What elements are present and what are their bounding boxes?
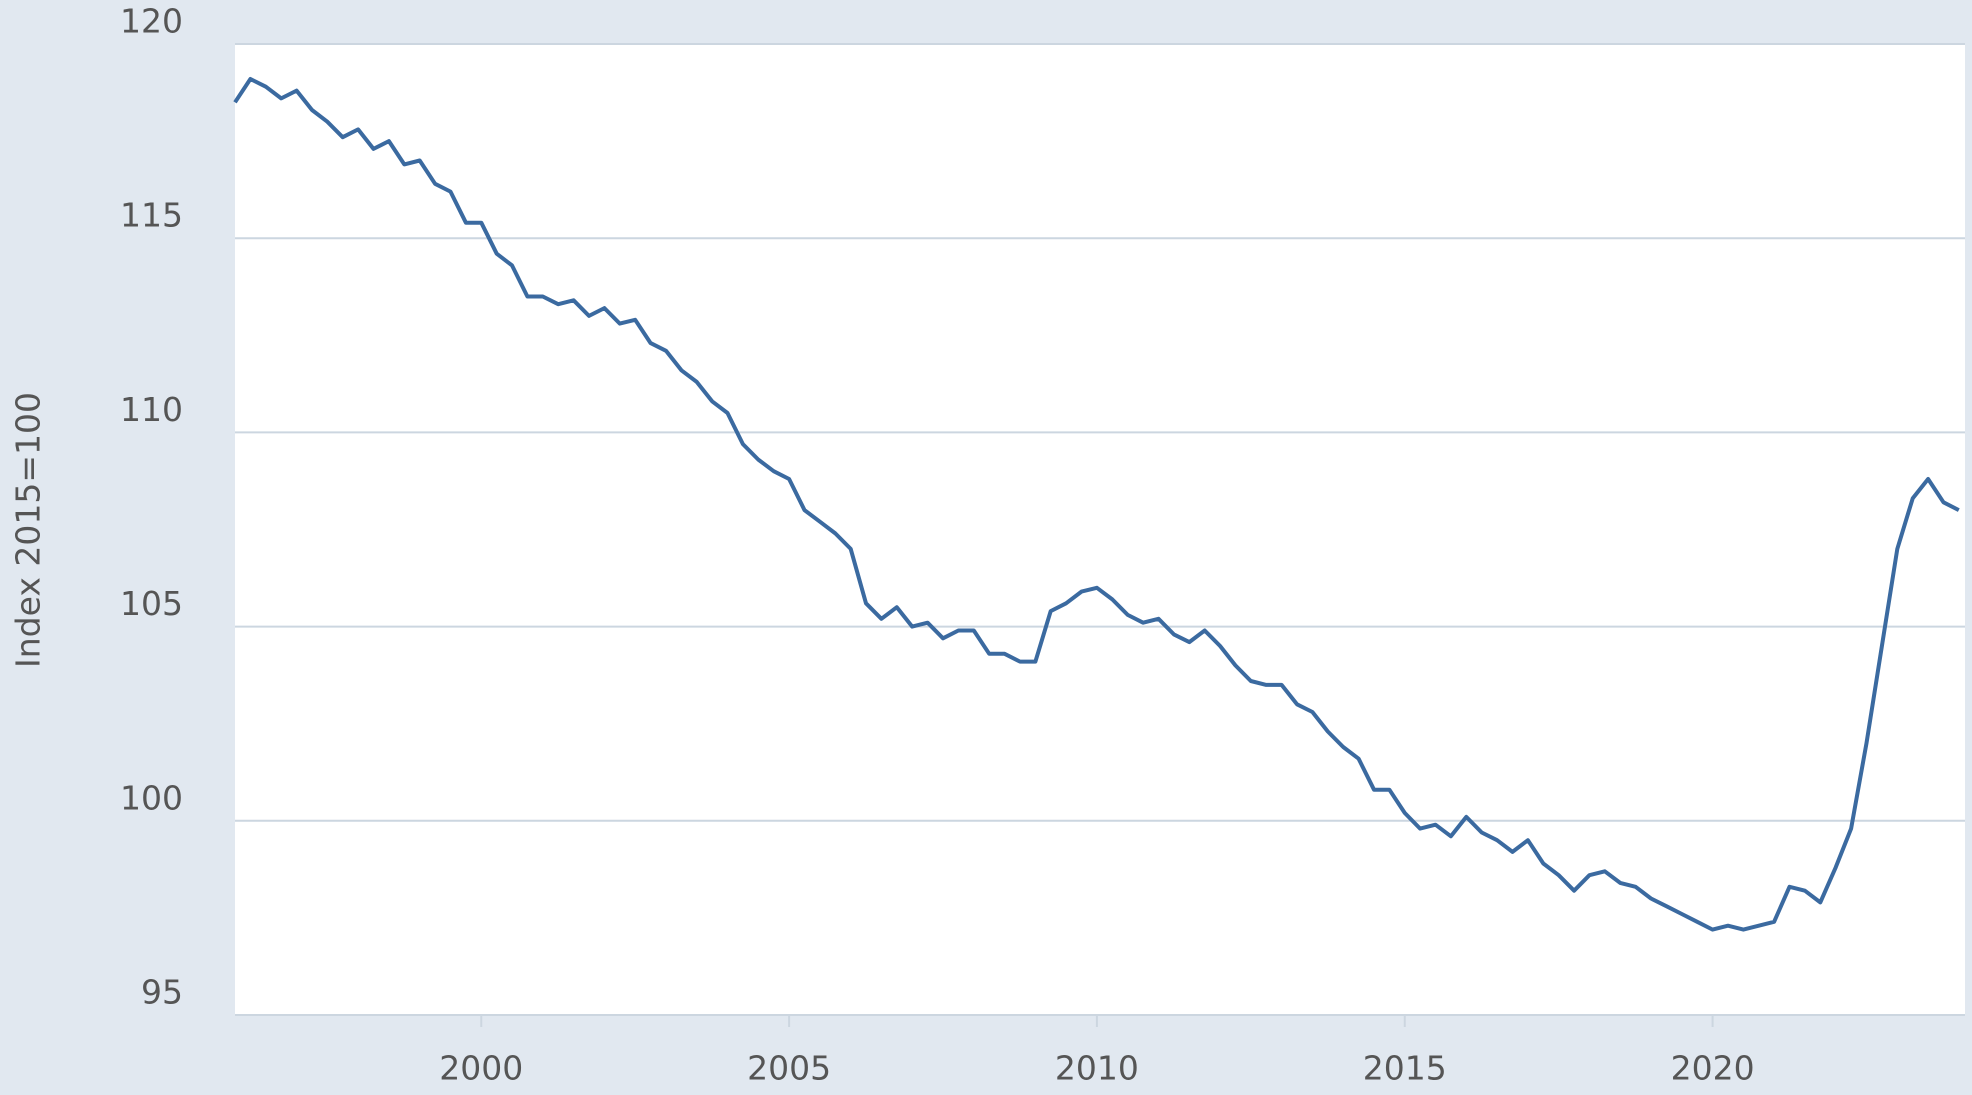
y-tick-label: 115 [120, 196, 183, 235]
y-tick-label: 110 [120, 390, 183, 429]
y-tick-label: 100 [120, 778, 183, 817]
y-tick-label: 120 [120, 2, 183, 41]
x-tick-label: 2010 [1055, 1049, 1139, 1088]
plot-area [235, 44, 1965, 1015]
y-tick-label: 95 [141, 973, 183, 1012]
x-tick-label: 2005 [747, 1049, 831, 1088]
x-tick-label: 2015 [1363, 1049, 1447, 1088]
y-axis-label: Index 2015=100 [9, 392, 48, 668]
y-tick-label: 105 [120, 584, 183, 623]
data-line [233, 77, 1960, 932]
x-tick-label: 2000 [439, 1049, 523, 1088]
x-tick-label: 2020 [1671, 1049, 1755, 1088]
